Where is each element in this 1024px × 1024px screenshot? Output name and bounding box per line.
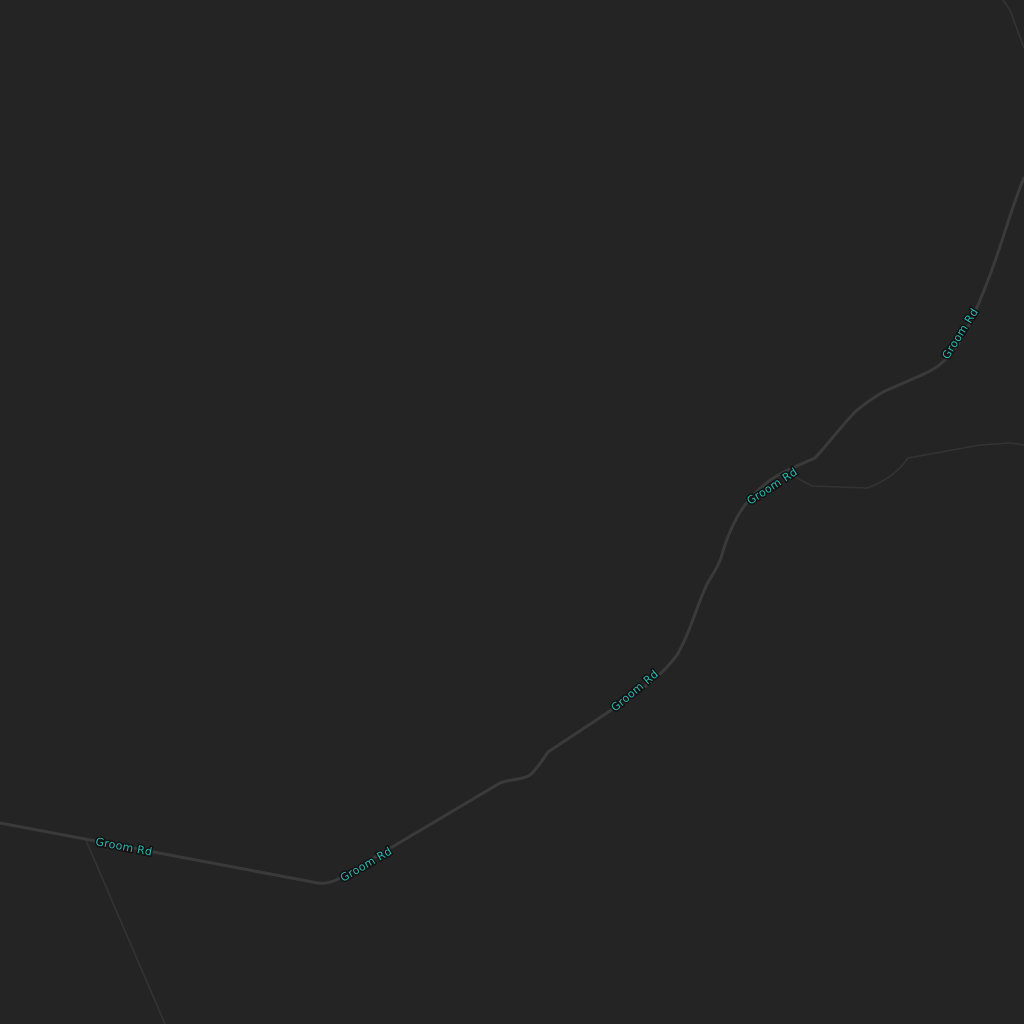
groom-rd-road[interactable]	[0, 176, 1024, 885]
road-label: Groom Rd	[338, 845, 394, 885]
road-label: Groom Rd	[940, 306, 982, 362]
side-road-east-loop	[792, 442, 1024, 489]
road-label: Groom Rd	[94, 835, 153, 858]
side-road-southwest	[84, 837, 166, 1024]
road-label: Groom Rd	[745, 465, 800, 507]
road-label: Groom Rd	[609, 667, 661, 714]
side-road-northeast	[1002, 0, 1024, 49]
